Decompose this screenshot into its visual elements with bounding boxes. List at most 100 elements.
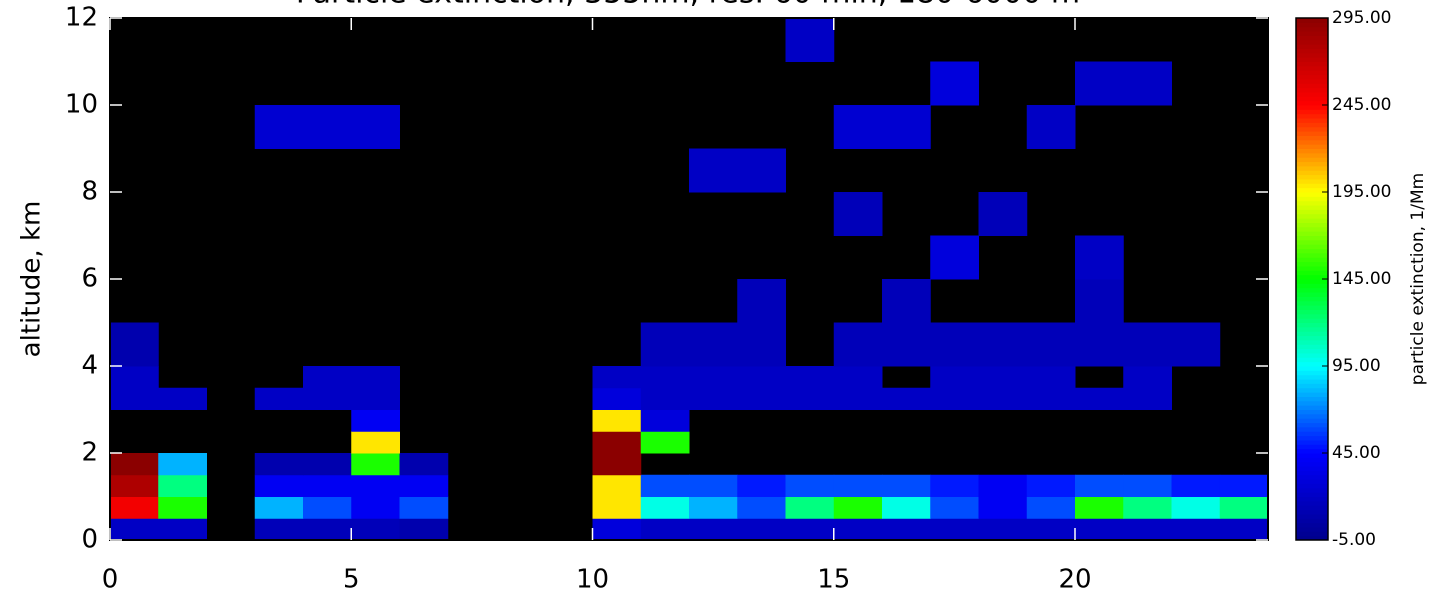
heat-cell — [351, 474, 400, 497]
colorbar-segment — [1296, 431, 1328, 437]
heat-cell — [689, 518, 738, 541]
colorbar-segment — [1296, 483, 1328, 489]
colorbar-segment — [1296, 152, 1328, 158]
heat-cell — [110, 387, 159, 410]
heat-cell — [592, 366, 642, 389]
colorbar-segment — [1296, 135, 1328, 141]
heat-cell — [689, 496, 738, 519]
heat-cell — [833, 105, 883, 149]
heat-cell — [303, 105, 352, 149]
colorbar-segment — [1296, 361, 1328, 367]
colorbar-segment — [1296, 400, 1328, 406]
colorbar-segment — [1296, 435, 1328, 441]
colorbar-segment — [1296, 65, 1328, 71]
colorbar-segment — [1296, 126, 1328, 132]
colorbar-segment — [1296, 448, 1328, 454]
colorbar-segment — [1296, 100, 1328, 106]
heat-cell — [640, 409, 690, 432]
colorbar-segment — [1296, 283, 1328, 289]
colorbar-segment — [1296, 18, 1328, 23]
heat-cell — [1075, 474, 1124, 497]
y-tick-label: 0 — [81, 525, 98, 555]
heat-cell — [592, 409, 642, 432]
colorbar-segment — [1296, 265, 1328, 271]
heat-cell — [737, 148, 786, 193]
heat-cell — [1123, 322, 1172, 367]
heat-cell — [1026, 366, 1076, 389]
colorbar-segment — [1296, 218, 1328, 223]
heat-cell — [110, 474, 159, 497]
colorbar-segment — [1296, 222, 1328, 228]
heat-cell — [785, 496, 835, 519]
y-tick-label: 12 — [65, 3, 98, 33]
colorbar-segment — [1296, 461, 1328, 467]
colorbar-segment — [1296, 192, 1328, 197]
y-tick-label: 8 — [81, 177, 98, 207]
colorbar-tick-label: 195.00 — [1332, 182, 1391, 202]
y-tick-label: 4 — [81, 351, 98, 381]
heat-cell — [882, 279, 931, 323]
heat-cell — [785, 18, 835, 62]
heat-cell — [1026, 496, 1076, 519]
heat-cell — [882, 105, 931, 149]
colorbar-segment — [1296, 457, 1328, 463]
colorbar-segment — [1296, 231, 1328, 236]
colorbar-segment — [1296, 487, 1328, 493]
colorbar-segment — [1296, 387, 1328, 393]
colorbar-segment — [1296, 52, 1328, 58]
heat-cell — [833, 387, 883, 410]
colorbar-segment — [1296, 470, 1328, 476]
heat-cell — [930, 496, 979, 519]
heat-cell — [592, 431, 642, 454]
colorbar-segment — [1296, 496, 1328, 502]
heat-cell — [1123, 518, 1172, 541]
colorbar-segment — [1296, 413, 1328, 419]
colorbar-segment — [1296, 22, 1328, 28]
heat-cell — [158, 453, 207, 476]
heat-cell — [110, 518, 159, 541]
x-tick-label: 0 — [102, 565, 119, 595]
colorbar-segment — [1296, 500, 1328, 506]
colorbar-segment — [1296, 165, 1328, 171]
heat-cell — [1026, 322, 1076, 367]
colorbar-segment — [1296, 313, 1328, 319]
heat-cell — [592, 453, 642, 476]
colorbar-segment — [1296, 161, 1328, 167]
heat-cell — [303, 366, 352, 389]
colorbar-segment — [1296, 39, 1328, 45]
heat-cell — [158, 387, 207, 410]
heat-cell — [351, 387, 400, 410]
colorbar-segment — [1296, 244, 1328, 250]
heat-cell — [833, 518, 883, 541]
colorbar-segment — [1296, 309, 1328, 315]
heat-cell — [640, 496, 690, 519]
heat-cell — [930, 322, 979, 367]
colorbar-segment — [1296, 187, 1328, 193]
heat-cell — [1026, 474, 1076, 497]
colorbar-segment — [1296, 26, 1328, 32]
heat-cell — [978, 496, 1028, 519]
heat-cell — [254, 453, 304, 476]
colorbar-segment — [1296, 522, 1328, 528]
heat-cell — [351, 431, 400, 454]
heat-cell — [1123, 61, 1172, 106]
heat-cell — [110, 322, 159, 367]
colorbar-segment — [1296, 270, 1328, 276]
colorbar-segment — [1296, 139, 1328, 145]
heat-cell — [833, 322, 883, 367]
heat-cell — [592, 518, 642, 541]
colorbar-segment — [1296, 78, 1328, 84]
colorbar-segment — [1296, 200, 1328, 206]
colorbar-segment — [1296, 239, 1328, 245]
heat-cell — [1171, 518, 1221, 541]
heat-cell — [978, 474, 1028, 497]
colorbar-segment — [1296, 531, 1328, 537]
x-tick-label: 20 — [1058, 565, 1091, 595]
colorbar-segment — [1296, 144, 1328, 149]
colorbar-segment — [1296, 83, 1328, 89]
colorbar-segment — [1296, 357, 1328, 363]
colorbar-segment — [1296, 326, 1328, 332]
heat-cell — [978, 518, 1028, 541]
heat-cell — [640, 387, 690, 410]
heat-cell — [737, 387, 786, 410]
